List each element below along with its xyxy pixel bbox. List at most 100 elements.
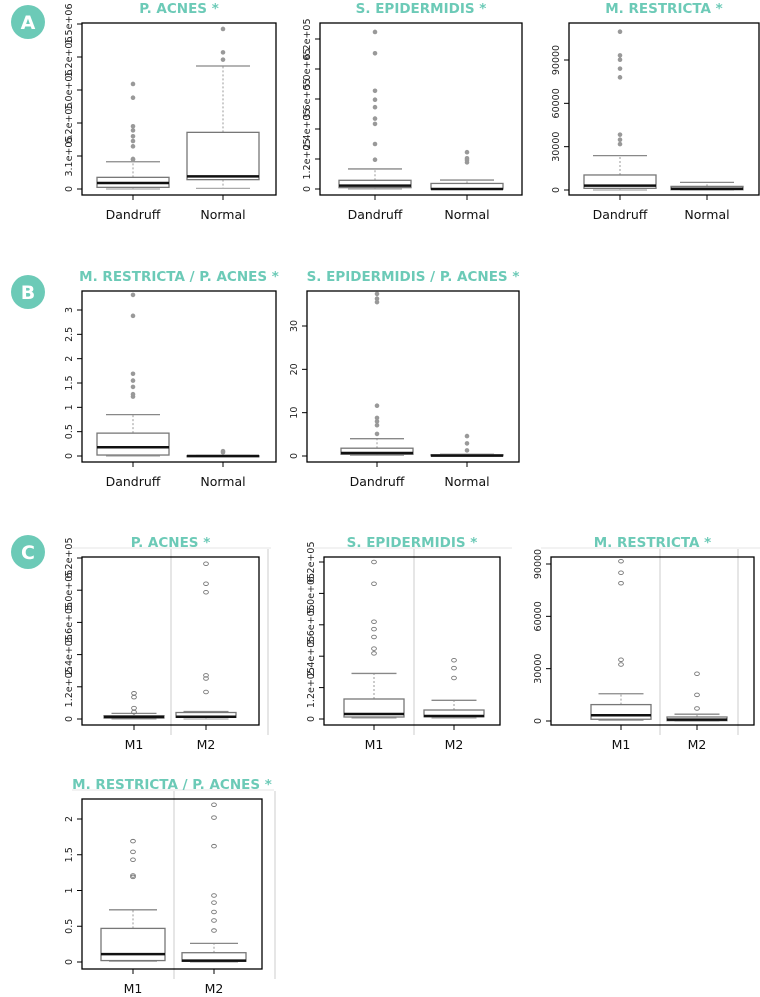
y-tick-label: 10 (289, 407, 300, 419)
outlier-point (372, 121, 378, 127)
outlier-point (130, 857, 136, 863)
y-tick-label: 3.6e+05 (306, 604, 317, 645)
badge-circle (11, 5, 45, 39)
plot-frame (550, 556, 755, 726)
box-normal: Normal (186, 448, 260, 489)
box-normal: Normal (430, 433, 504, 489)
outlier-point (130, 81, 136, 87)
outlier-point (372, 116, 378, 121)
y-tick-label: 3.1e+05 (64, 135, 75, 176)
x-category-label: Normal (684, 207, 729, 222)
outlier-point (372, 29, 378, 35)
x-category-label: M1 (612, 737, 631, 752)
outlier-point (371, 634, 377, 640)
y-tick-label: 30000 (551, 132, 562, 162)
iqr-box (96, 432, 170, 456)
outlier-point (694, 692, 700, 698)
outlier-point (130, 384, 136, 390)
y-tick-label: 60000 (533, 601, 544, 631)
outlier-point (451, 665, 457, 671)
outlier-point (374, 291, 380, 297)
outlier-point (451, 675, 457, 681)
outlier-point (130, 873, 136, 878)
y-tick-label: 0.5 (64, 424, 75, 439)
outlier-point (130, 378, 136, 383)
y-tick-label: 1.2e+06 (64, 36, 75, 77)
outlier-point (617, 75, 623, 80)
chart-title: P. ACNES * (139, 1, 219, 17)
outlier-point (211, 815, 217, 820)
boxplot-6: S. EPIDERMIDIS * 0 1.2e+052.4e+053.6e+055.… (306, 535, 512, 752)
outlier-point (211, 928, 217, 933)
chart-title: M. RESTRICTA / P. ACNES * (72, 777, 272, 793)
outlier-point (130, 128, 136, 133)
outlier-point (211, 900, 217, 905)
x-category-label: Dandruff (348, 207, 403, 222)
x-category-label: Dandruff (106, 207, 161, 222)
box-dandruff: Dandruff (583, 29, 657, 222)
outlier-point (211, 918, 217, 923)
y-tick-label: 5.0e+05 (64, 570, 75, 611)
y-tick-label: 2 (64, 356, 75, 362)
y-tick-label: 0 (64, 959, 75, 965)
outlier-point (694, 671, 700, 676)
chart-title: S. EPIDERMIDIS * (347, 535, 478, 551)
outlier-point (130, 391, 136, 397)
outlier-point (130, 313, 136, 319)
y-tick-label: 6.2e+05 (302, 18, 313, 59)
plot-frame (323, 556, 501, 726)
box-m2: M2 (181, 802, 247, 996)
boxplot-8: M. RESTRICTA / P. ACNES * 0 0.5 1 1.5 2 M1 M2 (64, 777, 276, 996)
outlier-point (464, 448, 470, 453)
outlier-point (220, 50, 226, 55)
y-tick-label: 1.0e+06 (64, 69, 75, 110)
panel-label: A (21, 12, 36, 34)
iqr-box (338, 179, 412, 189)
outlier-point (130, 838, 136, 844)
outlier-point (131, 694, 137, 700)
outlier-point (374, 403, 380, 409)
box-dandruff: Dandruff (338, 29, 412, 222)
box-m1: M1 (103, 691, 165, 752)
y-tick-label: 6.2e+05 (64, 102, 75, 143)
y-tick-label: 0 (64, 716, 75, 722)
outlier-point (617, 141, 623, 147)
y-tick-label: 30000 (533, 654, 544, 684)
outlier-point (130, 95, 136, 100)
outlier-point (372, 157, 378, 163)
boxplot-3: M. RESTRICTA / P. ACNES * 0 0.5 1 1.5 2 2.5 3 Da… (64, 269, 279, 489)
badge-circle (11, 535, 45, 569)
y-tick-label: 3 (64, 307, 75, 313)
boxplot-1: S. EPIDERMIDIS * 0 1.2e+052.4e+053.6e+055.… (302, 1, 523, 222)
outlier-point (130, 371, 136, 377)
x-category-label: M1 (365, 737, 384, 752)
chart-title: M. RESTRICTA / P. ACNES * (79, 269, 279, 285)
outlier-point (617, 137, 623, 143)
y-tick-label: 3.6e+05 (302, 78, 313, 119)
chart-title: M. RESTRICTA * (605, 1, 723, 17)
iqr-box (590, 703, 652, 720)
iqr-box (343, 698, 405, 718)
x-category-label: Dandruff (106, 474, 161, 489)
box-normal: Normal (430, 149, 504, 222)
outlier-point (220, 448, 226, 454)
outlier-point (211, 802, 217, 807)
outlier-point (203, 590, 209, 595)
outlier-point (131, 705, 137, 711)
y-tick-label: 1.2e+05 (302, 138, 313, 179)
y-tick-label: 1.2e+05 (306, 667, 317, 708)
outlier-point (131, 691, 137, 696)
y-tick-label: 1.2e+05 (64, 666, 75, 707)
outlier-point (371, 559, 377, 565)
outlier-point (617, 29, 623, 34)
chart-title: S. EPIDERMIDIS * (356, 1, 487, 17)
outlier-point (371, 581, 377, 587)
x-category-label: M2 (197, 737, 216, 752)
x-category-label: Normal (200, 207, 245, 222)
panel-badge-a: A (11, 5, 45, 39)
outlier-point (618, 662, 624, 667)
outlier-point (203, 581, 209, 586)
x-category-label: M2 (205, 981, 224, 996)
x-category-label: M1 (125, 737, 144, 752)
